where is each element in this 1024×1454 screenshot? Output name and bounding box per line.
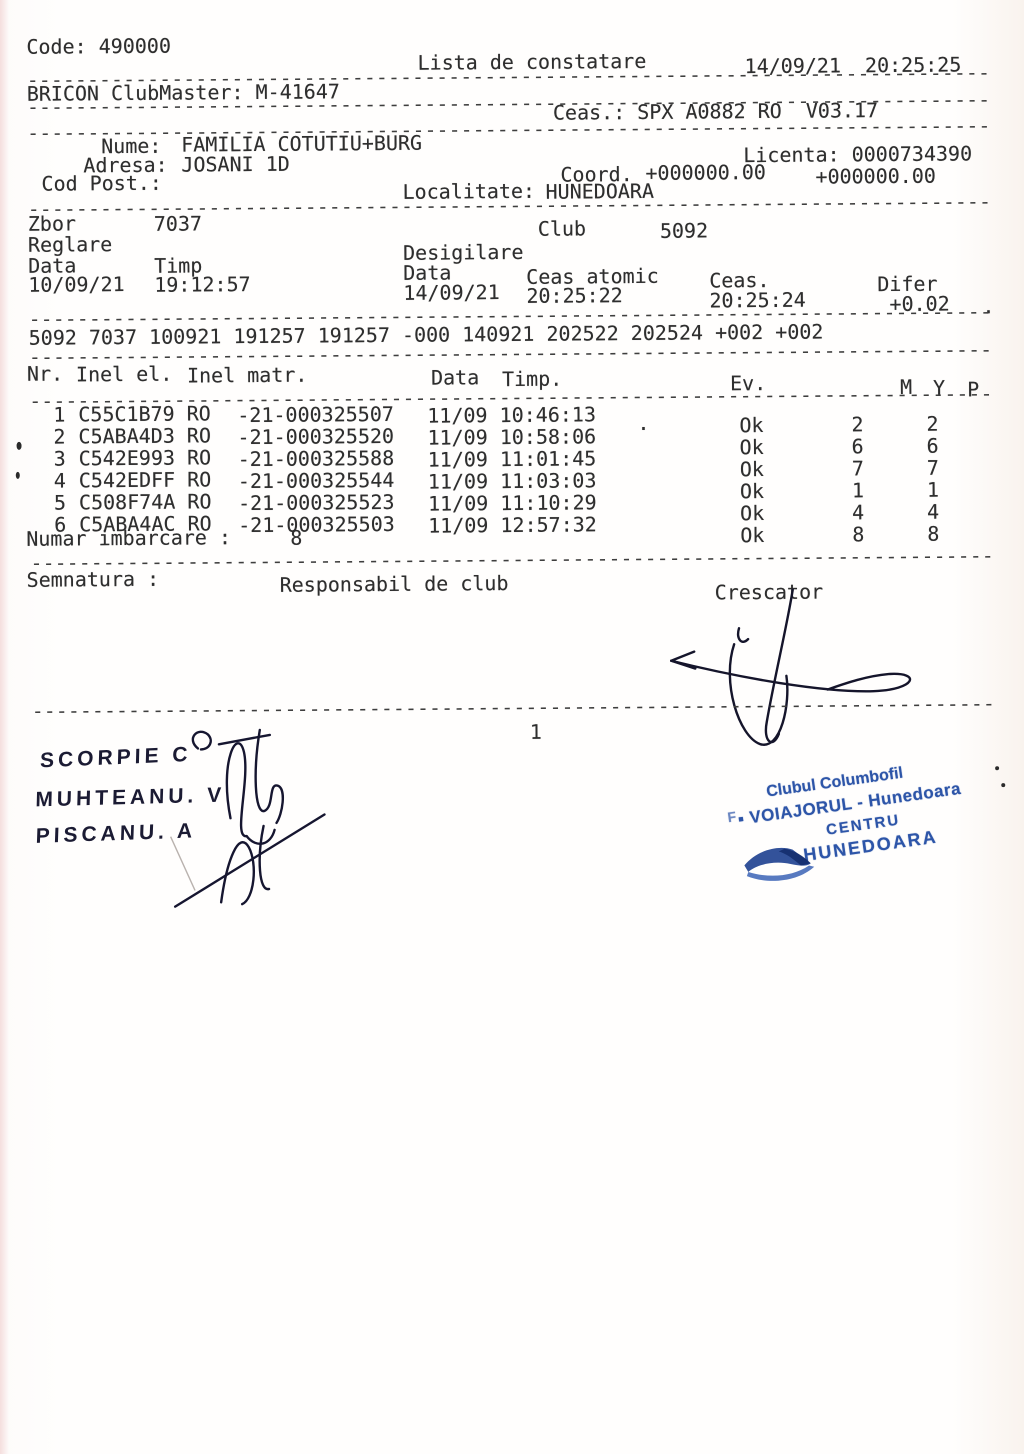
row-data: 11/09 (427, 425, 488, 450)
row-inel-matr: -21-000325523 (237, 489, 395, 516)
row-ev: Ok (739, 457, 764, 482)
row-ev: Ok (739, 413, 764, 438)
row-y: 1 (926, 477, 940, 502)
row-nr: 2 (53, 424, 66, 449)
row-data-timp: 11/09 10:46:13 (427, 402, 597, 428)
row-timp: 12:57:32 (500, 512, 597, 538)
th-nr: Nr. (26, 361, 64, 386)
row-inel-matr: -21-000325503 (238, 511, 395, 538)
responsabil-label: Responsabil de club (279, 571, 509, 597)
row-inel-el: C542EDFF RO (78, 467, 212, 493)
row-inel-el: C508F74A RO (78, 489, 212, 515)
code-label: Code: (26, 34, 87, 59)
club-stamp: F Clubul Columbofil ▪ VOIAJORUL - Hunedo… (723, 752, 993, 908)
row-data: 11/09 (427, 491, 489, 516)
row-data: 11/09 (428, 513, 489, 538)
row-y: 7 (926, 455, 939, 480)
row-data: 11/09 (427, 403, 488, 428)
desig-data-value: 14/09/21 (403, 280, 500, 305)
summary-line: 5092 7037 100921 191257 191257 -000 1409… (28, 319, 824, 350)
row-inel-matr: -21-000325507 (237, 401, 394, 428)
row-inel-el: C542E993 RO (78, 445, 212, 471)
row-data: 11/09 (427, 469, 489, 494)
row-y: 2 (926, 411, 939, 436)
row-ev: Ok (739, 435, 764, 460)
reglare-timp-value: 19:12:57 (154, 272, 251, 297)
row-data: 11/09 (427, 447, 488, 472)
stray-dot: . (637, 410, 650, 436)
adresa-value: JOSANI 1D (181, 151, 290, 177)
row-inel-el: C55C1B79 RO (78, 401, 211, 427)
row-y: 6 (926, 433, 939, 458)
row-inel-matr: -21-000325544 (237, 467, 395, 494)
semnatura-label: Semnatura : (26, 566, 160, 592)
row-m: 6 (851, 434, 864, 459)
row-m: 4 (852, 500, 865, 525)
row-nr: 3 (53, 446, 66, 471)
row-nr: 1 (53, 402, 66, 427)
row-timp: 10:46:13 (499, 402, 597, 428)
scan-speck (995, 766, 1000, 771)
scan-speck (1001, 783, 1006, 788)
reglare-data-value: 10/09/21 (28, 272, 125, 297)
row-timp: 11:03:03 (500, 468, 597, 494)
row-data-timp: 11/09 12:57:32 (428, 512, 597, 538)
row-y: 8 (927, 521, 940, 546)
page-number: 1 (529, 719, 542, 744)
th-inel-matr: Inel matr. (186, 362, 308, 388)
member-signatures (169, 728, 326, 908)
row-data-timp: 11/09 10:58:06 (427, 424, 597, 450)
zbor-label: Zbor (27, 211, 77, 236)
row-ev: Ok (740, 501, 765, 526)
scan-speck (16, 441, 22, 450)
row-nr: 5 (53, 490, 67, 515)
row-inel-matr: -21-000325520 (237, 423, 395, 450)
stamp-left-mark: F (726, 808, 738, 826)
row-ev: Ok (740, 523, 765, 548)
row-m: 8 (852, 522, 865, 547)
reglare-label: Reglare (27, 232, 113, 257)
row-m: 1 (851, 478, 865, 503)
row-ev: Ok (739, 479, 765, 504)
code-value: 490000 (98, 33, 172, 59)
scan-edge-artifact (0, 0, 9, 1454)
row-data-timp: 11/09 11:03:03 (427, 468, 597, 494)
row-data-timp: 11/09 11:10:29 (427, 490, 597, 516)
row-nr: 4 (53, 468, 66, 493)
coord-lat: +000000.00 (645, 159, 766, 185)
club-label: Club (537, 216, 587, 241)
row-timp: 11:10:29 (500, 490, 597, 516)
club-value: 5092 (659, 218, 709, 243)
coord-lon: +000000.00 (815, 163, 936, 189)
row-y: 4 (927, 499, 940, 524)
numar-imbarcare-label: Numar imbarcare : (26, 525, 232, 551)
licenta-value: 0000734390 (851, 141, 973, 167)
crescator-signature (670, 588, 912, 746)
numar-imbarcare-value: 8 (290, 525, 303, 550)
stamp-swoosh-icon (744, 847, 815, 881)
row-timp: 10:58:06 (499, 424, 597, 450)
dashed-separator: ----------------------------------------… (30, 549, 993, 573)
row-m: 7 (851, 456, 864, 481)
th-timp: Timp. (501, 366, 563, 392)
licenta-line: Licenta: 0000734390 (743, 141, 973, 167)
ceas-atomic-value: 20:25:22 (526, 283, 623, 308)
row-data-timp: 11/09 11:01:45 (427, 446, 597, 472)
code-label-value: Code: 490000 (26, 33, 172, 59)
zbor-value: 7037 (153, 211, 203, 236)
th-data: Data (430, 365, 480, 390)
row-timp: 11:01:45 (499, 446, 597, 472)
clock-line: Ceas.: SPX A0882 RO V03.17 (552, 98, 879, 125)
dashed-separator: ----------------------------------------… (27, 119, 990, 143)
th-inel-el: Inel el. (75, 361, 173, 387)
cod-post-label: Cod Post.: (41, 170, 163, 196)
scan-speck (15, 471, 20, 479)
row-m: 2 (851, 412, 864, 437)
row-inel-el: C5ABA4D3 RO (78, 423, 212, 449)
row-inel-matr: -21-000325588 (237, 445, 395, 472)
